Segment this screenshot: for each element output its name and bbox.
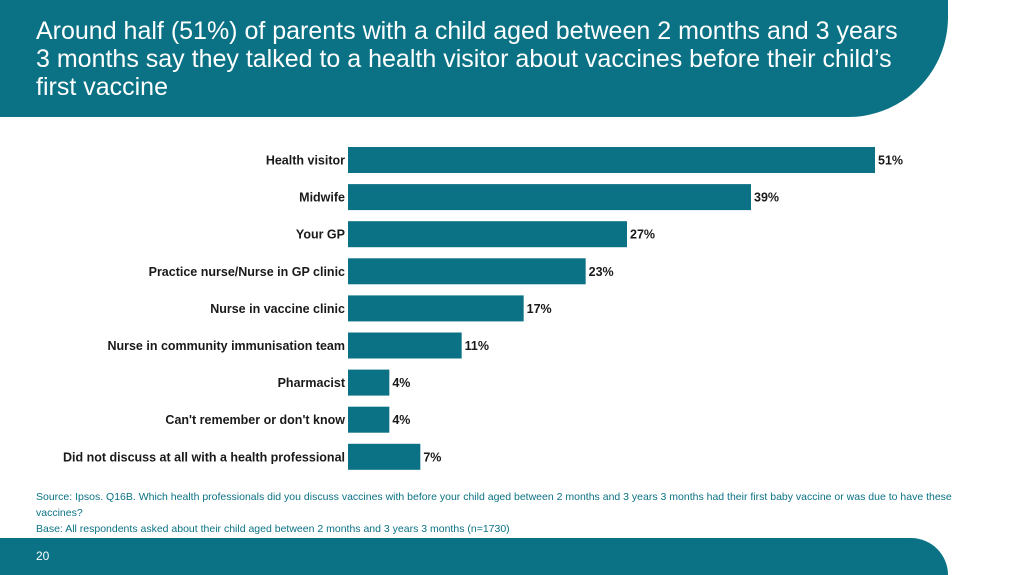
value-label: 7% bbox=[423, 450, 441, 464]
value-label: 17% bbox=[527, 302, 552, 316]
header-banner: Around half (51%) of parents with a chil… bbox=[0, 0, 948, 117]
page-number: 20 bbox=[36, 549, 50, 563]
value-label: 51% bbox=[878, 154, 903, 168]
bar bbox=[348, 332, 462, 359]
bar bbox=[348, 258, 586, 285]
category-label: Your GP bbox=[296, 228, 345, 242]
bar bbox=[348, 221, 627, 248]
category-label: Health visitor bbox=[266, 154, 345, 168]
category-label: Midwife bbox=[299, 191, 345, 205]
category-label: Nurse in vaccine clinic bbox=[210, 302, 345, 316]
source-text: Source: Ipsos. Q16B. Which health profes… bbox=[36, 491, 952, 519]
bar bbox=[348, 147, 875, 173]
bar-chart: Health visitor 51% Midwife 39% Your GP 27% Pra… bbox=[63, 147, 903, 470]
category-label: Nurse in community immunisation team bbox=[107, 339, 345, 353]
bar bbox=[348, 443, 421, 470]
bar bbox=[348, 406, 390, 433]
value-label: 11% bbox=[465, 339, 489, 353]
value-label: 23% bbox=[589, 265, 614, 279]
category-label: Can't remember or don't know bbox=[165, 413, 345, 427]
footer-bar: 20 bbox=[0, 538, 948, 575]
bar bbox=[348, 369, 390, 396]
value-label: 27% bbox=[630, 228, 655, 242]
category-label: Did not discuss at all with a health pro… bbox=[63, 450, 345, 464]
base-text: Base: All respondents asked about their … bbox=[36, 523, 510, 535]
value-label: 39% bbox=[754, 191, 779, 205]
category-label: Practice nurse/Nurse in GP clinic bbox=[149, 265, 345, 279]
bar bbox=[348, 184, 751, 211]
source-notes: Source: Ipsos. Q16B. Which health profes… bbox=[36, 489, 976, 537]
page-title: Around half (51%) of parents with a chil… bbox=[36, 17, 898, 101]
value-label: 4% bbox=[392, 413, 410, 427]
bar bbox=[348, 295, 524, 322]
category-label: Pharmacist bbox=[278, 376, 346, 390]
value-label: 4% bbox=[392, 376, 410, 390]
